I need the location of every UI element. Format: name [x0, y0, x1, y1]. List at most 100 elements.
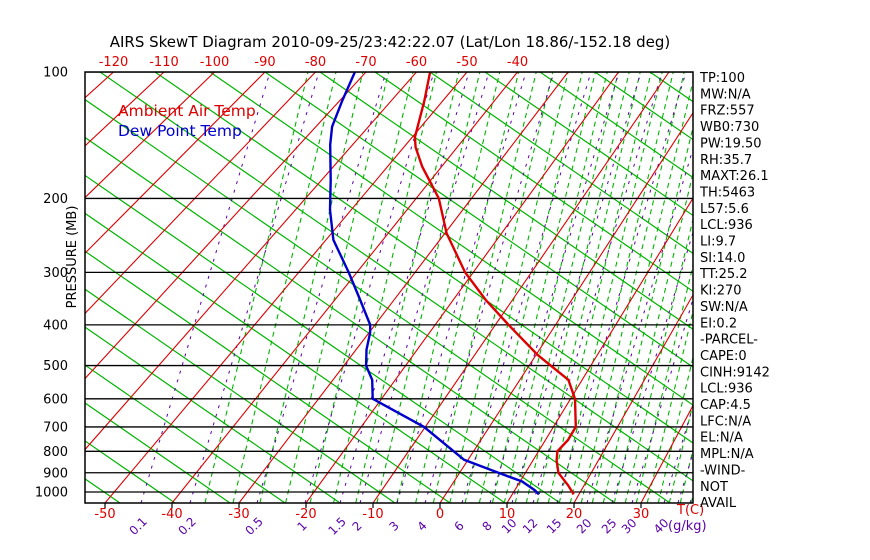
moist-adiabat-line	[569, 72, 674, 503]
isotherm-line	[573, 293, 693, 503]
moist-adiabat-line	[285, 72, 390, 503]
stats-item: TT:25.2	[699, 267, 748, 282]
isotherm-line	[506, 197, 693, 503]
moist-adiabat-line	[232, 72, 337, 503]
moist-adiabat-line	[657, 355, 693, 503]
moist-adiabat-line	[602, 125, 693, 503]
mixing-ratio-tick-label: 1.5	[325, 514, 348, 537]
pressure-tick-label: 400	[43, 318, 68, 333]
bottom-temp-tick-label: 20	[566, 507, 583, 522]
top-temp-tick-label: -70	[355, 55, 376, 70]
moist-adiabat-line	[332, 72, 438, 503]
stats-item: SI:14.0	[700, 251, 745, 266]
legend-dewpoint-label: Dew Point Temp	[118, 122, 242, 140]
mixing-ratio-tick-label: 12	[520, 516, 541, 537]
moist-adiabat-line	[396, 72, 501, 503]
stats-item: AVAIL	[700, 496, 737, 511]
dry-adiabat-line	[85, 402, 231, 503]
moist-adiabat-line	[376, 72, 481, 503]
pressure-tick-label: 300	[43, 266, 68, 281]
dewpoint-profile-line	[328, 72, 540, 496]
pressure-tick-label: 700	[43, 420, 68, 435]
pressure-tick-label: 600	[43, 392, 68, 407]
isotherm-line	[104, 72, 468, 503]
stats-item: -PARCEL-	[700, 333, 758, 348]
moist-adiabat-line	[432, 72, 537, 503]
top-temp-tick-label: -80	[305, 55, 326, 70]
isotherm-line	[238, 72, 569, 503]
stats-item: LFC:N/A	[700, 414, 751, 429]
moist-adiabat-line	[514, 72, 619, 503]
bottom-temp-tick-label: 30	[633, 507, 650, 522]
moist-adiabat-line	[355, 72, 460, 503]
dry-adiabat-line	[539, 72, 693, 179]
moist-adiabat-line	[613, 171, 693, 503]
mixing-ratio-line	[461, 72, 592, 503]
stats-item: KI:270	[700, 284, 742, 299]
isotherm-line	[372, 72, 670, 503]
mixing-ratio-line	[339, 72, 470, 503]
isotherm-line	[640, 404, 693, 503]
moist-adiabat-line	[478, 72, 583, 503]
bottom-temp-tick-label: -50	[94, 507, 115, 522]
stats-item: MW:N/A	[700, 87, 751, 102]
mixing-ratio-line	[140, 72, 271, 503]
dry-adiabat-line	[85, 250, 451, 503]
bottom-temp-tick-label: 0	[436, 507, 444, 522]
pressure-tick-label: 800	[43, 445, 68, 460]
pressure-axis-title: PRESSURE (MB)	[65, 206, 80, 309]
stats-item: LI:9.7	[700, 235, 736, 250]
dry-adiabat-line	[429, 72, 693, 255]
mixing-ratio-line	[511, 72, 642, 503]
moist-adiabat-line	[259, 72, 364, 503]
dry-adiabat-line	[319, 72, 693, 330]
mixing-ratio-line	[586, 147, 693, 503]
stats-item: CINH:9142	[700, 365, 770, 380]
stats-item: MPL:N/A	[700, 447, 754, 462]
top-temp-tick-label: -50	[456, 55, 477, 70]
bottom-temp-tick-label: -10	[362, 507, 383, 522]
pressure-tick-label: 500	[43, 359, 68, 374]
moist-adiabat-line	[547, 72, 652, 503]
moist-adiabat-line	[464, 72, 569, 503]
pressure-tick-label: 100	[43, 66, 68, 81]
moist-adiabat-line	[309, 72, 414, 503]
pressure-tick-label: 900	[43, 466, 68, 481]
mixing-ratio-line	[304, 72, 435, 503]
dry-adiabat-line	[85, 212, 506, 503]
moist-adiabat-line	[449, 72, 554, 503]
isotherm-line	[85, 72, 266, 255]
moist-adiabat-line	[415, 72, 520, 503]
isotherm-line	[85, 72, 316, 315]
plot-frame	[84, 71, 694, 504]
moist-adiabat-line	[525, 72, 630, 503]
mixing-ratio-line	[556, 72, 687, 503]
isotherm-line	[85, 72, 367, 380]
top-temp-tick-label: -40	[507, 55, 528, 70]
dry-adiabat-line	[85, 174, 561, 503]
bottom-temp-tick-label: -20	[295, 507, 316, 522]
stats-item: NOT	[700, 480, 728, 495]
stats-item: CAP:4.5	[700, 398, 751, 413]
stats-item: TP:100	[699, 71, 745, 86]
stats-item: CAPE:0	[700, 349, 747, 364]
plot-area	[0, 72, 693, 503]
stats-item: WB0:730	[700, 120, 759, 135]
dry-adiabat-line	[85, 364, 286, 503]
top-temp-tick-label: -110	[149, 55, 179, 70]
bottom-temp-tick-label: -30	[228, 507, 249, 522]
mixing-ratio-tick-label: 4	[415, 519, 430, 534]
isotherm-line	[85, 72, 114, 99]
isotherm-line	[0, 72, 63, 503]
moist-adiabat-line	[503, 72, 608, 503]
moist-adiabat-line	[204, 72, 309, 503]
stats-item: PW:19.50	[700, 136, 762, 151]
stats-item: LCL:936	[700, 382, 753, 397]
dry-adiabat-line	[484, 72, 693, 217]
top-temp-tick-label: -100	[200, 55, 230, 70]
moist-adiabat-line	[580, 72, 685, 503]
moist-adiabat-line	[624, 217, 693, 503]
chart-title: AIRS SkewT Diagram 2010-09-25/23:42:22.0…	[110, 33, 671, 51]
dry-adiabat-line	[85, 136, 616, 503]
